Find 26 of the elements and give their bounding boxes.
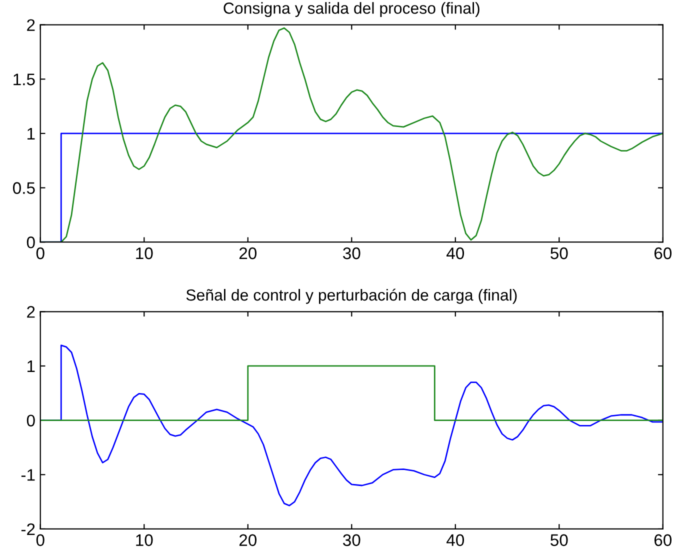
x-tick-label: 10 [136, 534, 153, 546]
x-tick-label: 20 [239, 247, 257, 260]
x-tick-label: 30 [343, 247, 360, 260]
chart-title: Consigna y salida del proceso (final) [224, 2, 480, 17]
x-tick-label: 50 [550, 247, 568, 260]
x-tick-label: 60 [654, 534, 672, 546]
x-tick-label: 40 [446, 534, 464, 546]
y-tick-label: 1.5 [14, 74, 35, 86]
x-tick-label: 20 [239, 534, 257, 546]
y-tick-label: 2 [27, 19, 35, 31]
x-tick-label: 0 [36, 247, 44, 260]
x-tick-label: 60 [654, 247, 672, 260]
x-tick-label: 40 [446, 247, 464, 260]
y-tick-label: 1 [28, 360, 35, 372]
y-tick-label: 0 [26, 236, 35, 248]
y-tick-label: -2 [21, 523, 35, 535]
y-tick-label: 0 [26, 414, 35, 427]
x-tick-label: 50 [550, 534, 568, 546]
x-tick-label: 0 [36, 534, 44, 546]
x-tick-label: 10 [136, 247, 153, 260]
y-tick-label: 0.5 [13, 182, 35, 194]
chart-title: Señal de control y perturbación de carga (final) [186, 288, 517, 304]
y-tick-label: 1 [28, 128, 35, 140]
x-tick-label: 30 [343, 534, 360, 546]
y-tick-label: -1 [21, 469, 35, 481]
y-tick-label: 2 [27, 306, 35, 318]
